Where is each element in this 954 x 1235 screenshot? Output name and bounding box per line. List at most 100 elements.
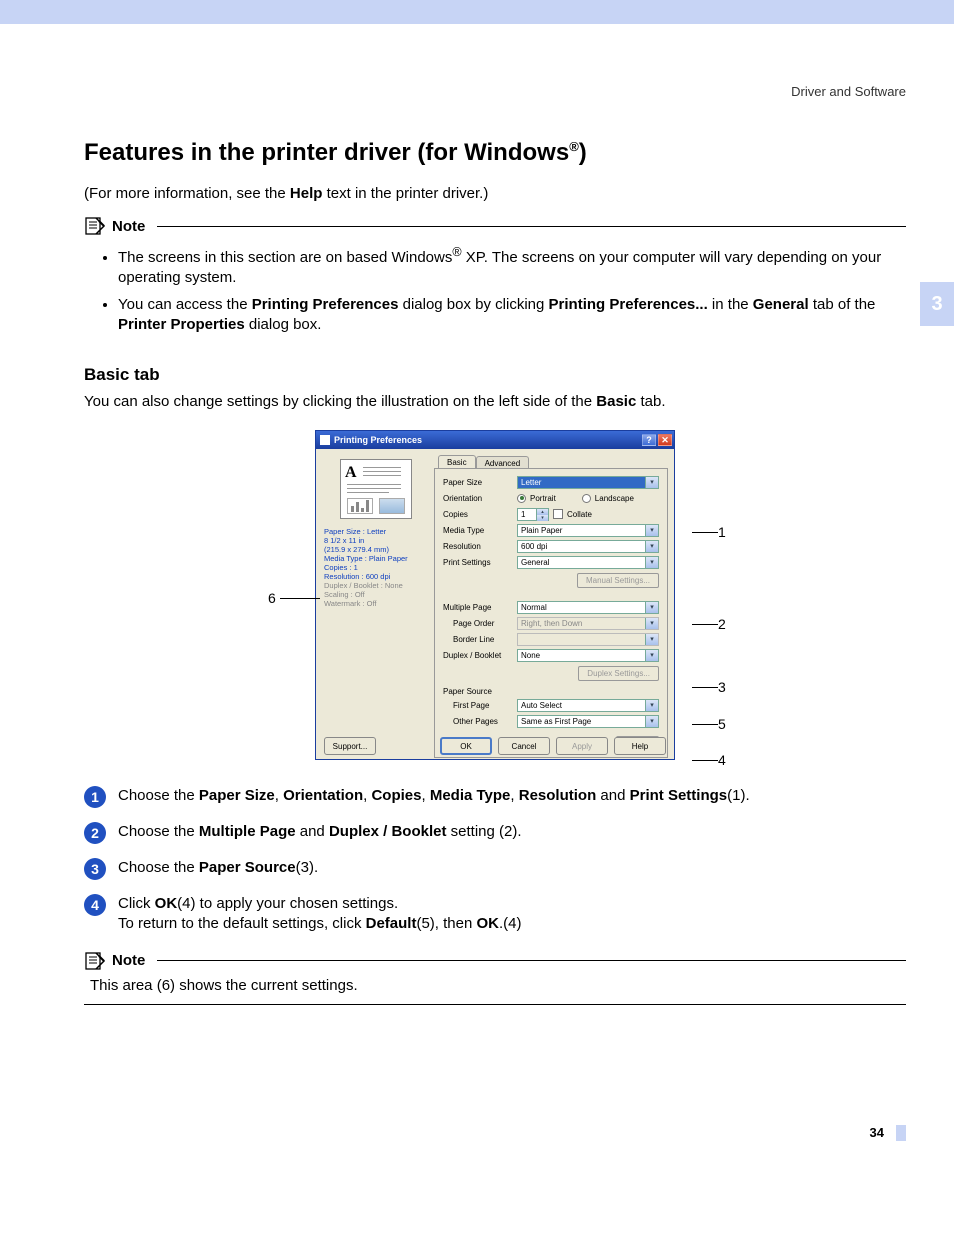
label-first-page: First Page — [443, 701, 517, 710]
checkbox-collate-label: Collate — [567, 510, 592, 519]
page-number: 34 — [870, 1125, 884, 1140]
setting-watermark: Watermark : Off — [324, 599, 428, 608]
label-resolution: Resolution — [443, 542, 517, 551]
select-print-settings[interactable]: General▾ — [517, 556, 659, 569]
note-bottom-rule — [84, 1004, 906, 1005]
select-duplex[interactable]: None▾ — [517, 649, 659, 662]
label-orientation: Orientation — [443, 494, 517, 503]
preview-letter: A — [345, 464, 357, 482]
dialog-title: Printing Preferences — [334, 435, 640, 445]
step-3: 3 Choose the Paper Source(3). — [84, 858, 906, 880]
intro-suf: text in the printer driver.) — [322, 185, 488, 202]
setting-duplex: Duplex / Booklet : None — [324, 581, 428, 590]
title-pre: Features in the printer driver (for Wind… — [84, 139, 569, 166]
select-page-order: Right, then Down▾ — [517, 617, 659, 630]
step-2-bullet: 2 — [84, 822, 106, 844]
tab-advanced[interactable]: Advanced — [476, 456, 530, 468]
select-first-page[interactable]: Auto Select▾ — [517, 699, 659, 712]
basic-tab-heading: Basic tab — [84, 365, 906, 385]
basic-tab-body: You can also change settings by clicking… — [84, 393, 906, 410]
select-border-line: ▾ — [517, 633, 659, 646]
chapter-tab: 3 — [920, 282, 954, 326]
page-content: Driver and Software 3 Features in the pr… — [0, 24, 954, 1181]
page-number-bar — [896, 1125, 906, 1141]
basic-panel: Paper Size Letter▾ Orientation Portrait … — [434, 468, 668, 758]
setting-paper-mm: (215.9 x 279.4 mm) — [324, 545, 428, 554]
label-copies: Copies — [443, 510, 517, 519]
note-item-2: You can access the Printing Preferences … — [118, 295, 906, 336]
note-3-text: This area (6) shows the current settings… — [90, 977, 906, 994]
step-2: 2 Choose the Multiple Page and Duplex / … — [84, 822, 906, 844]
help-button[interactable]: Help — [614, 737, 666, 755]
ok-button[interactable]: OK — [440, 737, 492, 755]
step-4-bullet: 4 — [84, 894, 106, 916]
cancel-button[interactable]: Cancel — [498, 737, 550, 755]
tab-basic[interactable]: Basic — [438, 455, 476, 468]
title-suf: ) — [579, 139, 587, 166]
printing-preferences-dialog: Printing Preferences ? ✕ A Paper Size : … — [315, 430, 675, 760]
dialog-footer — [434, 758, 668, 766]
setting-media: Media Type : Plain Paper — [324, 554, 428, 563]
select-media-type[interactable]: Plain Paper▾ — [517, 524, 659, 537]
label-duplex: Duplex / Booklet — [443, 651, 517, 660]
input-copies[interactable]: 1▴▾ — [517, 508, 549, 521]
tabs: Basic Advanced — [438, 455, 668, 468]
setting-scaling: Scaling : Off — [324, 590, 428, 599]
breadcrumb: Driver and Software — [84, 84, 906, 99]
label-media-type: Media Type — [443, 526, 517, 535]
step-4: 4 Click OK(4) to apply your chosen setti… — [84, 894, 906, 935]
label-page-order: Page Order — [443, 619, 517, 628]
instruction-steps: 1 Choose the Paper Size, Orientation, Co… — [84, 786, 906, 935]
select-paper-size[interactable]: Letter▾ — [517, 476, 659, 489]
label-border-line: Border Line — [443, 635, 517, 644]
step-3-bullet: 3 — [84, 858, 106, 880]
select-resolution[interactable]: 600 dpi▾ — [517, 540, 659, 553]
top-accent-bar — [0, 0, 954, 24]
dialog-left-panel: A Paper Size : Letter 8 1/2 x 11 in (215… — [316, 449, 434, 759]
radio-landscape[interactable] — [582, 494, 591, 503]
page-title: Features in the printer driver (for Wind… — [84, 139, 906, 167]
radio-landscape-label: Landscape — [595, 494, 634, 503]
note-icon — [84, 216, 106, 236]
checkbox-collate[interactable] — [553, 509, 563, 519]
step-1-bullet: 1 — [84, 786, 106, 808]
intro-pre: (For more information, see the — [84, 185, 290, 202]
radio-portrait[interactable] — [517, 494, 526, 503]
setting-resolution: Resolution : 600 dpi — [324, 572, 428, 581]
titlebar-close-button[interactable]: ✕ — [658, 434, 672, 446]
label-print-settings: Print Settings — [443, 558, 517, 567]
note-icon — [84, 951, 106, 971]
note-label: Note — [112, 952, 145, 969]
select-other-pages[interactable]: Same as First Page▾ — [517, 715, 659, 728]
duplex-settings-button[interactable]: Duplex Settings... — [578, 666, 659, 681]
note-rule — [157, 960, 906, 961]
radio-portrait-label: Portrait — [530, 494, 556, 503]
note-block-1: Note The screens in this section are on … — [84, 216, 906, 335]
step-1: 1 Choose the Paper Size, Orientation, Co… — [84, 786, 906, 808]
apply-button[interactable]: Apply — [556, 737, 608, 755]
page-preview-illustration[interactable]: A — [340, 459, 412, 519]
note-body-1: The screens in this section are on based… — [84, 244, 906, 335]
titlebar-help-button[interactable]: ? — [642, 434, 656, 446]
setting-paper-dim: 8 1/2 x 11 in — [324, 536, 428, 545]
current-settings-list: Paper Size : Letter 8 1/2 x 11 in (215.9… — [324, 527, 428, 608]
select-multiple-page[interactable]: Normal▾ — [517, 601, 659, 614]
setting-copies: Copies : 1 — [324, 563, 428, 572]
app-icon — [320, 435, 330, 445]
page-number-row: 34 — [84, 1125, 906, 1141]
intro-text: (For more information, see the Help text… — [84, 185, 906, 202]
setting-paper-size: Paper Size : Letter — [324, 527, 428, 536]
note-rule — [157, 226, 906, 227]
dialog-titlebar: Printing Preferences ? ✕ — [316, 431, 674, 449]
label-paper-size: Paper Size — [443, 478, 517, 487]
registered-mark: ® — [569, 139, 579, 154]
support-button[interactable]: Support... — [324, 737, 376, 755]
manual-settings-button[interactable]: Manual Settings... — [577, 573, 659, 588]
note-block-2: Note This area (6) shows the current set… — [84, 951, 906, 1005]
note-item-1: The screens in this section are on based… — [118, 244, 906, 289]
note-label: Note — [112, 218, 145, 235]
figure-wrap: Printing Preferences ? ✕ A Paper Size : … — [280, 430, 710, 760]
intro-bold: Help — [290, 185, 323, 202]
label-paper-source: Paper Source — [443, 687, 659, 696]
label-other-pages: Other Pages — [443, 717, 517, 726]
